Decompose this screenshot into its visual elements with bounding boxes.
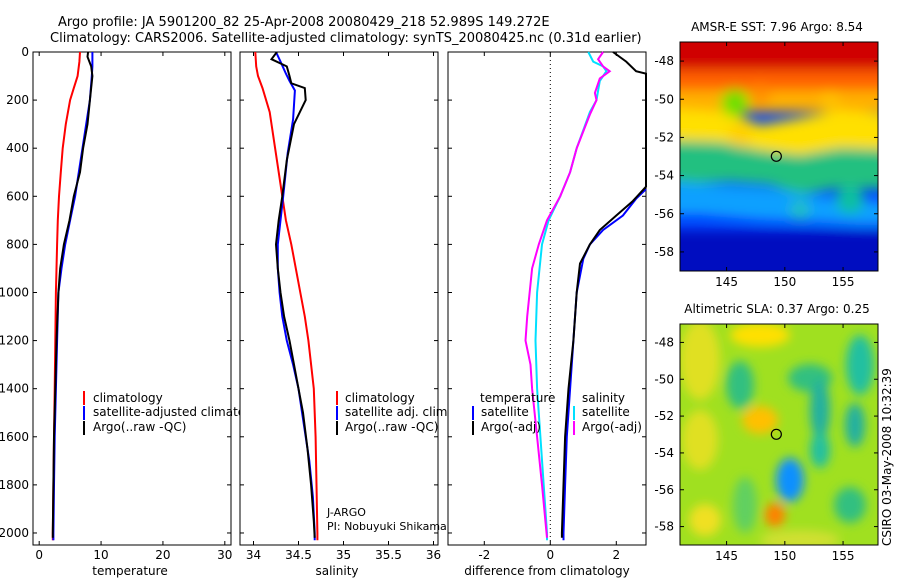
sst-map-panel: AMSR-E SST: 7.96 Argo: 8.54 145 150 155 bbox=[654, 20, 879, 289]
sst-map-ytick-label-56: -56 bbox=[654, 207, 674, 221]
sla-map-ytick-label-58: -58 bbox=[654, 520, 674, 534]
header-line1: Argo profile: JA 5901200_82 25-Apr-2008 … bbox=[58, 15, 550, 30]
temperature-ytick-label-200: 200 bbox=[6, 93, 29, 107]
difference-legend-title-temperature: temperature bbox=[480, 391, 555, 405]
temperature-ytick-label-1600: 1600 bbox=[0, 430, 29, 444]
difference-legend-label-temp-satellite: satellite bbox=[481, 405, 529, 419]
difference-xtick-label-0: 0 bbox=[546, 548, 554, 562]
difference-legend-label-sal-argo: Argo(-adj) bbox=[582, 420, 642, 434]
salinity-legend: climatology satellite adj. clim. Argo(..… bbox=[336, 391, 451, 435]
salinity-note-program: J-ARGO bbox=[326, 506, 366, 519]
sla-map-ytick-label-54: -54 bbox=[654, 446, 674, 460]
difference-xlabel: difference from climatology bbox=[464, 564, 630, 578]
sla-map-ytick-label-50: -50 bbox=[654, 372, 674, 386]
salinity-xtick-label-36: 36 bbox=[426, 548, 441, 562]
salinity-xtick-label-35: 35 bbox=[336, 548, 351, 562]
sst-argo-location-marker bbox=[770, 150, 782, 162]
sla-argo-location-marker bbox=[770, 428, 782, 440]
salinity-note-pi: PI: Nobuyuki Shikama bbox=[327, 520, 447, 533]
salinity-xlabel: salinity bbox=[315, 564, 358, 578]
temperature-xtick-label-30: 30 bbox=[217, 548, 232, 562]
sla-map-xtick-label-150: 150 bbox=[773, 549, 796, 563]
salinity-legend-label-satellite: satellite adj. clim. bbox=[345, 405, 451, 419]
temperature-xtick-label-20: 20 bbox=[155, 548, 170, 562]
temperature-ytick-label-1400: 1400 bbox=[0, 382, 29, 396]
temperature-ytick-label-2000: 2000 bbox=[0, 526, 29, 540]
temperature-ytick-label-800: 800 bbox=[6, 237, 29, 251]
temperature-ytick-label-1200: 1200 bbox=[0, 334, 29, 348]
difference-series-salinity-argo-adj bbox=[524, 51, 612, 538]
difference-legend-label-sal-satellite: satellite bbox=[582, 405, 630, 419]
salinity-xtick-label-35-5: 35.5 bbox=[375, 548, 402, 562]
sla-map-title: Altimetric SLA: 0.37 Argo: 0.25 bbox=[684, 302, 869, 316]
sla-map-xtick-label-155: 155 bbox=[832, 549, 855, 563]
temperature-xlabel: temperature bbox=[92, 564, 167, 578]
sla-map-ytick-label-56: -56 bbox=[654, 483, 674, 497]
sst-map-xtick-label-145: 145 bbox=[715, 275, 738, 289]
temperature-legend-label-climatology: climatology bbox=[93, 391, 163, 405]
difference-panel: -2 0 2 difference from climatology tempera… bbox=[447, 51, 647, 578]
sla-map-ytick-label-48: -48 bbox=[654, 335, 674, 349]
temperature-xtick-label-0: 0 bbox=[35, 548, 43, 562]
sla-map-panel: Altimetric SLA: 0.37 Argo: 0.25 bbox=[654, 302, 879, 563]
temperature-ytick-label-0: 0 bbox=[21, 45, 29, 59]
temperature-ytick-label-400: 400 bbox=[6, 141, 29, 155]
salinity-xtick-label-34-5: 34.5 bbox=[285, 548, 312, 562]
header-line2: Climatology: CARS2006. Satellite-adjuste… bbox=[50, 31, 642, 46]
difference-legend-title-salinity: salinity bbox=[582, 391, 625, 405]
sla-map-frame bbox=[679, 323, 879, 546]
difference-series-temperature-argo-adj bbox=[560, 51, 647, 538]
difference-axes-frame bbox=[447, 51, 647, 546]
sla-map-ytick-label-52: -52 bbox=[654, 409, 674, 423]
difference-xtick-label-2: 2 bbox=[612, 548, 620, 562]
csiro-timestamp: CSIRO 03-May-2008 10:32:39 bbox=[880, 368, 894, 546]
sst-map-xtick-label-155: 155 bbox=[832, 275, 855, 289]
temperature-ytick-label-1800: 1800 bbox=[0, 478, 29, 492]
temperature-panel: 0 10 20 30 0 200 400 600 800 1000 1200 1400 1600 180… bbox=[0, 45, 271, 578]
temperature-ytick-label-600: 600 bbox=[6, 189, 29, 203]
temperature-legend: climatology satellite-adjusted climatolo… bbox=[83, 391, 271, 435]
difference-legend: temperature satellite Argo(-adj) salinit… bbox=[472, 391, 642, 435]
salinity-series-climatology bbox=[254, 51, 319, 541]
sla-map-xtick-label-145: 145 bbox=[715, 549, 738, 563]
difference-legend-label-temp-argo: Argo(-adj) bbox=[481, 420, 541, 434]
temperature-axes-frame bbox=[32, 51, 232, 546]
sst-map-ytick-label-58: -58 bbox=[654, 245, 674, 259]
sst-map-ytick-label-54: -54 bbox=[654, 169, 674, 183]
sst-map-xtick-label-150: 150 bbox=[773, 275, 796, 289]
sst-map-ytick-label-50: -50 bbox=[654, 92, 674, 106]
sst-map-title: AMSR-E SST: 7.96 Argo: 8.54 bbox=[691, 20, 863, 34]
sst-map-ytick-label-52: -52 bbox=[654, 130, 674, 144]
temperature-legend-label-argo: Argo(..raw -QC) bbox=[93, 420, 186, 434]
salinity-legend-label-climatology: climatology bbox=[345, 391, 415, 405]
temperature-xtick-label-10: 10 bbox=[93, 548, 108, 562]
temperature-series-argo-raw-qc bbox=[51, 51, 94, 538]
salinity-series-argo-raw-qc bbox=[269, 51, 316, 538]
salinity-panel: 34 34.5 35 35.5 36 salinity climatology sate… bbox=[239, 51, 451, 578]
sst-map-ytick-label-48: -48 bbox=[654, 54, 674, 68]
salinity-xtick-label-34: 34 bbox=[246, 548, 261, 562]
salinity-legend-label-argo: Argo(..raw -QC) bbox=[345, 420, 438, 434]
temperature-ytick-label-1000: 1000 bbox=[0, 285, 29, 299]
temperature-legend-label-satellite: satellite-adjusted climatology bbox=[93, 405, 271, 419]
difference-xtick-label-2: -2 bbox=[478, 548, 490, 562]
salinity-axes-frame bbox=[239, 51, 439, 546]
sst-map-frame bbox=[679, 41, 879, 272]
